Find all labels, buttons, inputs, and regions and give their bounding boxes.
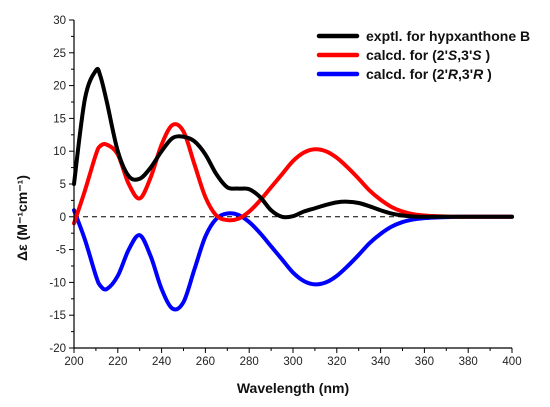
y-tick-label: 0 (60, 212, 66, 224)
y-tick-label: 5 (60, 179, 66, 191)
x-tick-label: 300 (283, 356, 302, 368)
series-line-exptl-hypxanthone-b (72, 66, 514, 220)
y-tick-label: 20 (53, 81, 66, 93)
ticks: 200 220 240 260 280 300 320 340 360 380 400-20-15-… (49, 15, 521, 368)
legend-item-exptl-label: exptl. for hypxanthone B (366, 28, 530, 44)
series-line-calcd-2s3s (72, 122, 514, 226)
x-tick-label: 400 (502, 356, 521, 368)
y-tick-label: 15 (53, 113, 66, 125)
legend-item-calcd-2s3s-label: calcd. for (2'S,3'S ) (366, 47, 490, 63)
legend-item-calcd-2r3r-label: calcd. for (2'R,3'R ) (366, 66, 492, 82)
x-tick-label: 360 (415, 356, 434, 368)
x-tick-label: 200 (64, 356, 83, 368)
x-tick-label: 220 (108, 356, 127, 368)
y-tick-label: 25 (53, 48, 66, 60)
x-tick-label: 320 (327, 356, 346, 368)
x-axis-title: Wavelength (nm) (237, 380, 349, 396)
x-tick-label: 240 (152, 356, 171, 368)
legend: exptl. for hypxanthone B calcd. for (2'S,… (316, 28, 530, 82)
y-tick-label: -15 (49, 310, 66, 322)
y-tick-label: -20 (49, 343, 66, 355)
y-axis-title: Δε (M⁻¹cm⁻¹) (14, 175, 30, 261)
y-tick-label: -10 (49, 277, 66, 289)
x-tick-label: 280 (240, 356, 259, 368)
series-layer (72, 66, 514, 312)
x-tick-label: 380 (459, 356, 478, 368)
y-tick-label: 10 (53, 146, 66, 158)
series-line-calcd-2r3r (72, 208, 514, 312)
y-tick-label: -5 (56, 245, 66, 257)
x-tick-label: 260 (196, 356, 215, 368)
y-tick-label: 30 (53, 15, 66, 27)
x-tick-label: 340 (371, 356, 390, 368)
